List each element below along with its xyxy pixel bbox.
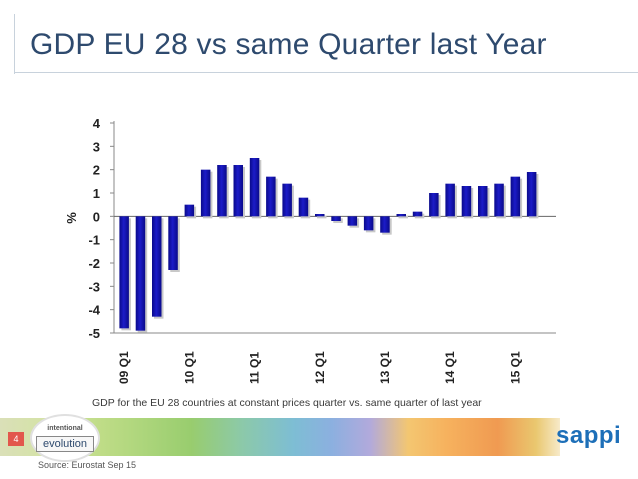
y-tick-label: -1 xyxy=(88,233,100,248)
bar xyxy=(510,176,521,217)
y-tick-label: 4 xyxy=(93,116,101,131)
band-fade xyxy=(560,418,638,456)
y-axis-label: % xyxy=(64,212,79,224)
bar xyxy=(266,176,276,217)
bar xyxy=(135,216,146,331)
sappi-logo: sappi xyxy=(556,422,622,449)
page-number: 4 xyxy=(8,432,24,446)
badge-top-text: intentional xyxy=(47,425,83,432)
bar xyxy=(298,197,309,217)
bar xyxy=(119,216,129,329)
y-tick-label: -2 xyxy=(88,256,100,271)
slide-title: GDP EU 28 vs same Quarter last Year xyxy=(30,28,547,61)
gdp-bar-chart: 4 3 2 1 0 -1 -2 -3 -4 -5% 09 Q1 10 Q1 11 Q1 12 Q1 13 Q… xyxy=(64,116,556,384)
x-tick-label: 09 Q1 xyxy=(117,351,131,384)
y-tick-label: 0 xyxy=(93,209,100,224)
bar xyxy=(396,214,406,217)
bar xyxy=(412,211,423,217)
title-accent-line xyxy=(14,14,15,74)
bar xyxy=(282,183,292,217)
x-tick-label: 13 Q1 xyxy=(378,351,392,384)
bar xyxy=(152,216,162,317)
y-tick-label: -4 xyxy=(88,303,100,318)
source-note: Source: Eurostat Sep 15 xyxy=(38,460,137,470)
bar xyxy=(478,186,488,217)
bar xyxy=(184,204,195,217)
chart-caption: GDP for the EU 28 countries at constant … xyxy=(92,397,482,409)
bar xyxy=(168,216,178,270)
bar-shadow xyxy=(398,216,408,219)
y-tick-label: 3 xyxy=(93,139,100,154)
bar xyxy=(315,214,325,217)
bar xyxy=(363,216,374,231)
bar xyxy=(233,165,243,217)
bar xyxy=(249,158,260,217)
y-tick-label: -5 xyxy=(88,326,100,341)
bar xyxy=(494,183,504,217)
bar xyxy=(347,216,358,226)
title-divider xyxy=(14,72,638,73)
y-tick-label: 2 xyxy=(93,163,100,178)
bar xyxy=(445,183,455,217)
bar xyxy=(429,193,439,217)
bar xyxy=(331,216,341,221)
bar xyxy=(200,169,211,217)
bar xyxy=(461,186,472,217)
intentional-evolution-logo: intentional evolution xyxy=(30,414,100,462)
x-tick-label: 15 Q1 xyxy=(508,351,522,384)
x-tick-label: 11 Q1 xyxy=(248,352,262,384)
bar-shadow xyxy=(317,216,327,219)
y-tick-label: -3 xyxy=(88,279,100,294)
bar xyxy=(380,216,390,233)
bar xyxy=(526,172,537,217)
decorative-color-band xyxy=(0,418,638,456)
bar xyxy=(217,165,227,217)
x-tick-label: 12 Q1 xyxy=(313,351,327,384)
y-tick-label: 1 xyxy=(93,186,100,201)
x-tick-label: 10 Q1 xyxy=(182,351,196,384)
x-tick-label: 14 Q1 xyxy=(443,351,457,384)
badge-bottom-text: evolution xyxy=(36,436,94,452)
